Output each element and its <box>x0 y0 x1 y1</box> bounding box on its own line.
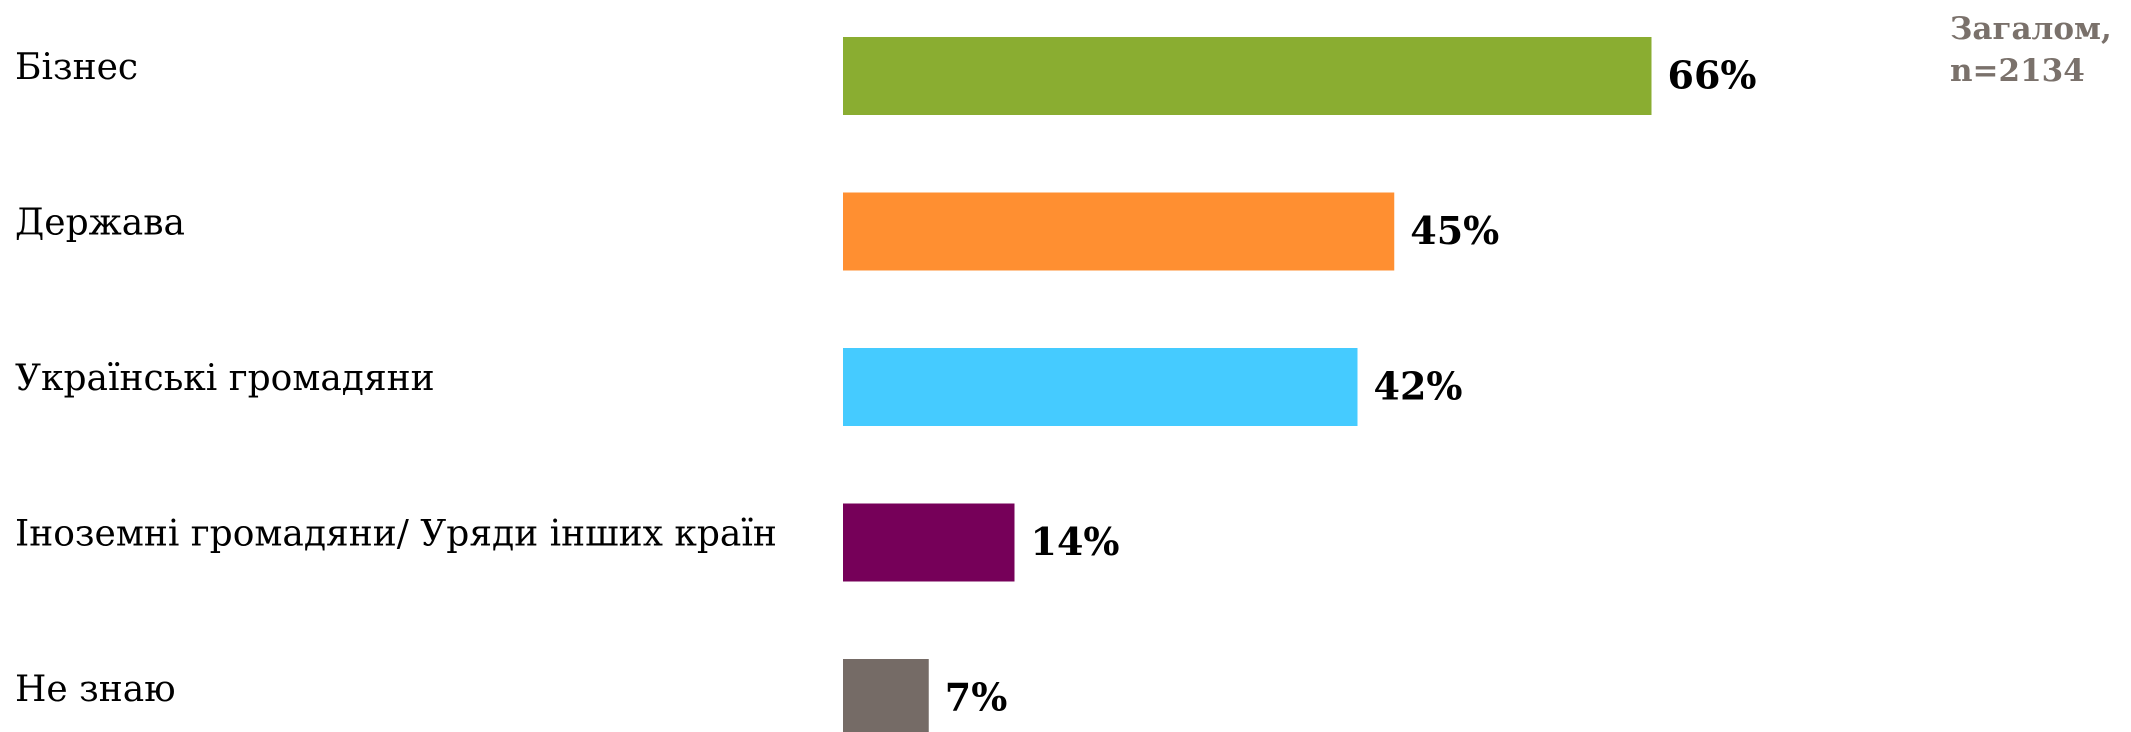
category-label: Не знаю <box>15 669 176 710</box>
bar-group: Бізнес 66% <box>15 37 1757 115</box>
bar-group: Держава 45% <box>15 192 1499 271</box>
sample-size-note: Загалом, n=2134 <box>1950 8 2112 92</box>
bar <box>843 503 1015 582</box>
bar-group: Іноземні громадяни/ Уряди інших країн 14% <box>15 503 1120 582</box>
bar <box>843 348 1358 426</box>
bar-group: Не знаю 7% <box>15 659 1007 732</box>
note-line-2: n=2134 <box>1950 53 2085 89</box>
value-label: 14% <box>1031 519 1120 564</box>
bar <box>843 659 929 732</box>
category-label: Держава <box>15 203 185 244</box>
bar-group: Українські громадяни 42% <box>15 348 1463 426</box>
value-label: 42% <box>1374 364 1463 409</box>
bar <box>843 192 1395 271</box>
category-label: Іноземні громадяни/ Уряди інших країн <box>15 514 777 555</box>
value-label: 66% <box>1668 53 1757 98</box>
category-label: Бізнес <box>15 47 138 88</box>
value-label: 45% <box>1410 208 1499 253</box>
category-label: Українські громадяни <box>15 358 435 399</box>
bar <box>843 37 1652 115</box>
value-label: 7% <box>945 675 1008 720</box>
note-line-1: Загалом, <box>1950 11 2112 47</box>
